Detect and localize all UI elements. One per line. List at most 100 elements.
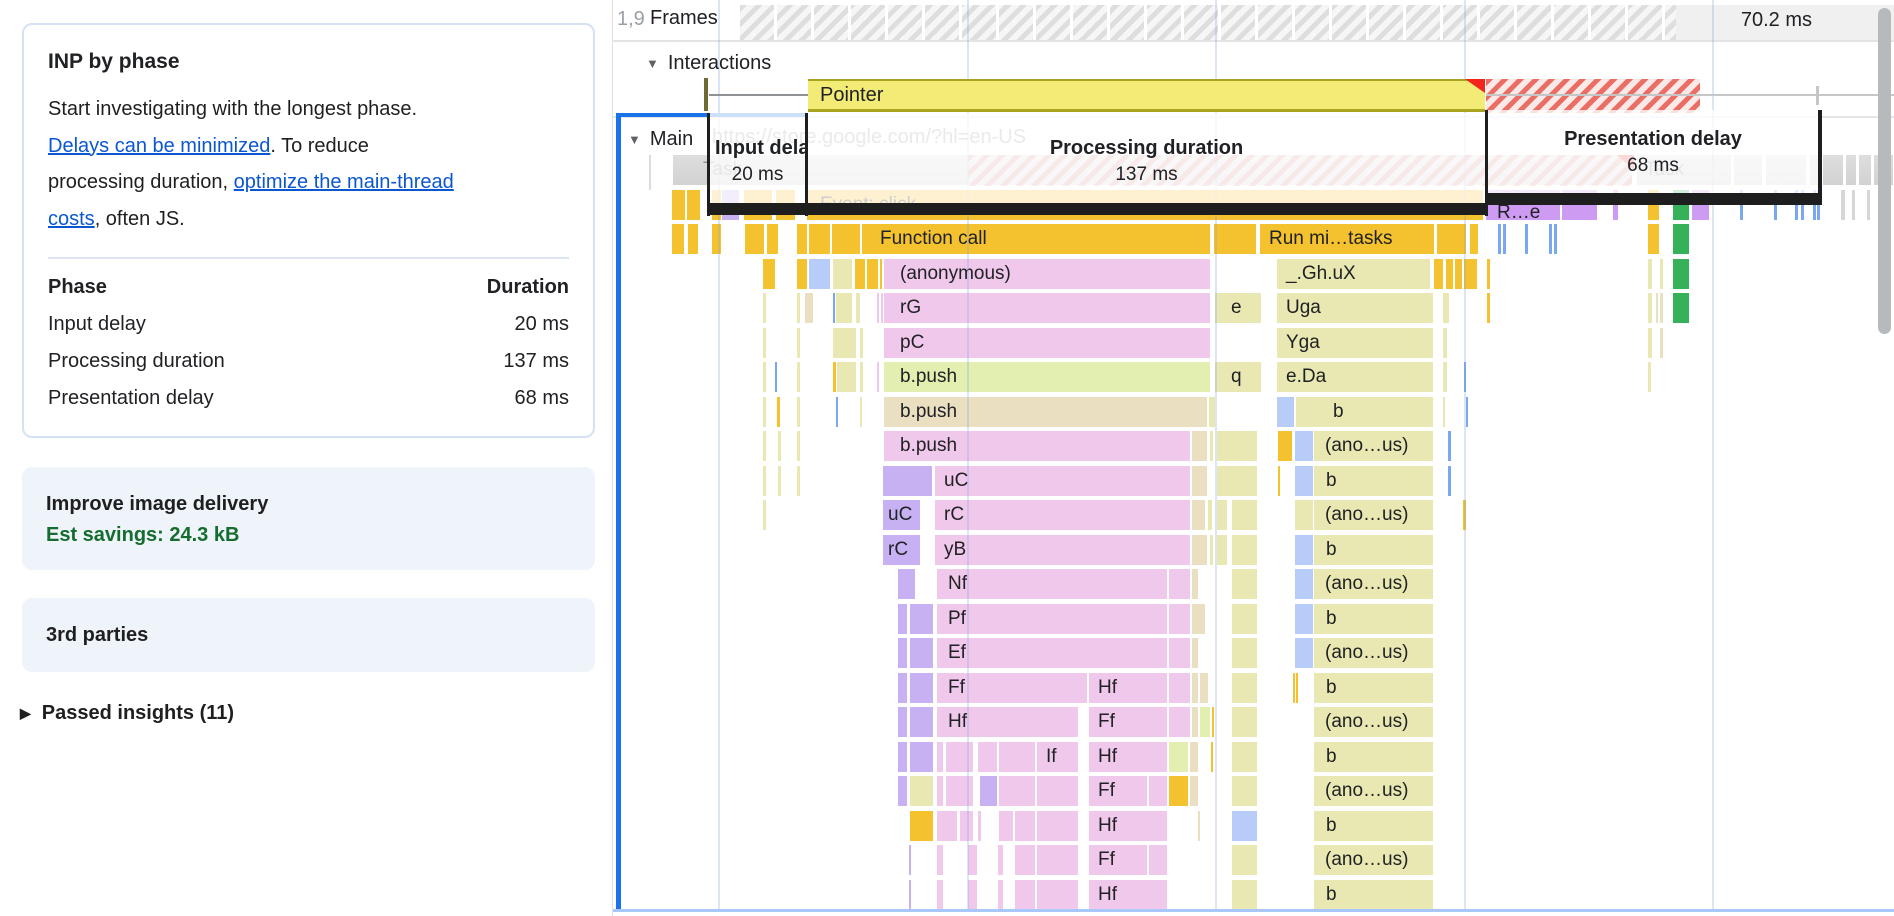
flame-bar[interactable] bbox=[797, 293, 800, 323]
flame-bar[interactable] bbox=[1015, 880, 1035, 910]
flame-bar[interactable] bbox=[1673, 293, 1689, 323]
flame-bar[interactable] bbox=[1434, 259, 1443, 289]
flame-bar-ef[interactable]: Ef bbox=[937, 638, 1167, 668]
flame-bar[interactable] bbox=[1464, 259, 1477, 289]
flame-bar[interactable] bbox=[763, 362, 766, 392]
flame-bar[interactable] bbox=[1740, 190, 1743, 220]
flame-bar[interactable] bbox=[937, 880, 943, 910]
flame-bar[interactable] bbox=[1648, 328, 1652, 358]
flame-bar[interactable] bbox=[898, 673, 907, 703]
flame-bar[interactable] bbox=[1232, 845, 1257, 875]
flame-bar[interactable] bbox=[1232, 569, 1257, 599]
flame-bar[interactable] bbox=[860, 362, 863, 392]
flame-bar[interactable] bbox=[775, 362, 777, 392]
flame-bar[interactable] bbox=[898, 707, 907, 737]
flame-bar[interactable] bbox=[1660, 293, 1663, 323]
flame-bar[interactable] bbox=[1210, 535, 1213, 565]
flame-bar[interactable] bbox=[860, 397, 862, 427]
flame-bar[interactable] bbox=[1466, 397, 1468, 427]
flame-bar[interactable] bbox=[867, 259, 878, 289]
flame-bar[interactable] bbox=[1200, 707, 1210, 737]
flame-bar-q[interactable]: q bbox=[1215, 362, 1261, 392]
flame-bar-b[interactable]: b bbox=[1296, 397, 1433, 427]
flame-bar[interactable] bbox=[978, 742, 997, 772]
flame-bar[interactable] bbox=[898, 776, 907, 806]
flame-bar[interactable] bbox=[1232, 707, 1257, 737]
flame-bar[interactable] bbox=[1232, 500, 1257, 530]
flame-bar[interactable] bbox=[672, 190, 685, 220]
flame-bar[interactable] bbox=[1295, 604, 1313, 634]
flame-bar[interactable] bbox=[1455, 259, 1462, 289]
flame-bar[interactable] bbox=[797, 466, 800, 496]
flame-bar[interactable] bbox=[898, 604, 907, 634]
flame-bar[interactable] bbox=[910, 811, 933, 841]
flame-bar[interactable] bbox=[1293, 673, 1295, 703]
flame-bar[interactable] bbox=[1232, 604, 1257, 634]
flame-bar[interactable] bbox=[1169, 638, 1190, 668]
flame-bar[interactable] bbox=[1801, 190, 1804, 220]
flame-bar[interactable] bbox=[1841, 190, 1845, 220]
vertical-scrollbar-thumb[interactable] bbox=[1878, 8, 1891, 334]
flame-bar[interactable] bbox=[833, 259, 852, 289]
flame-bar[interactable] bbox=[763, 293, 766, 323]
flame-bar--anonymous-[interactable]: (anonymous) bbox=[884, 259, 1210, 289]
flame-bar[interactable] bbox=[1448, 431, 1451, 461]
flame-bar[interactable] bbox=[1648, 259, 1652, 289]
flame-bar[interactable] bbox=[809, 259, 830, 289]
flame-bar[interactable] bbox=[960, 811, 973, 841]
flame-bar[interactable] bbox=[1210, 431, 1213, 461]
flame-bar[interactable] bbox=[1217, 500, 1227, 530]
flame-bar[interactable] bbox=[998, 845, 1003, 875]
flame-bar[interactable] bbox=[855, 259, 865, 289]
flame-bar[interactable] bbox=[1232, 638, 1257, 668]
flame-bar[interactable] bbox=[778, 431, 781, 461]
flame-bar[interactable] bbox=[1867, 190, 1870, 220]
flame-bar[interactable] bbox=[1278, 431, 1292, 461]
flame-bar-b[interactable]: b bbox=[1314, 673, 1433, 703]
flame-bar-uga[interactable]: Uga bbox=[1277, 293, 1433, 323]
flame-bar[interactable] bbox=[745, 224, 764, 254]
flame-bar[interactable] bbox=[856, 293, 860, 323]
main-track-header[interactable]: ▼ Main bbox=[628, 127, 693, 151]
flame-bar[interactable] bbox=[832, 224, 860, 254]
flame-bar[interactable] bbox=[777, 397, 780, 427]
flame-bar-b[interactable]: b bbox=[1314, 880, 1433, 910]
flame-bar[interactable] bbox=[1232, 880, 1257, 910]
interactions-track-header[interactable]: ▼ Interactions bbox=[646, 50, 771, 76]
flame-bar[interactable] bbox=[763, 431, 766, 461]
flame-bar[interactable] bbox=[1648, 362, 1651, 392]
flame-bar[interactable] bbox=[1852, 190, 1855, 220]
flame-bar[interactable] bbox=[999, 742, 1035, 772]
flame-bar[interactable] bbox=[978, 811, 981, 841]
flame-bar[interactable] bbox=[797, 431, 800, 461]
flame-bar[interactable] bbox=[898, 742, 907, 772]
flame-bar[interactable] bbox=[1813, 190, 1816, 220]
flame-bar[interactable] bbox=[836, 397, 838, 427]
flame-bar[interactable] bbox=[1656, 293, 1658, 323]
flame-bar-yga[interactable]: Yga bbox=[1277, 328, 1433, 358]
flame-bar--ano-us-[interactable]: (ano…us) bbox=[1314, 845, 1433, 875]
flame-bar[interactable] bbox=[1498, 224, 1501, 254]
flame-bar-b[interactable]: b bbox=[1314, 604, 1433, 634]
flame-bar-hf[interactable]: Hf bbox=[1089, 742, 1167, 772]
flame-bar[interactable] bbox=[1208, 500, 1212, 530]
flame-bar[interactable] bbox=[1295, 500, 1313, 530]
flame-bar-if[interactable]: If bbox=[1037, 742, 1078, 772]
flame-bar[interactable] bbox=[999, 776, 1035, 806]
flame-bar[interactable] bbox=[1217, 431, 1257, 461]
flame-bar[interactable] bbox=[1296, 673, 1298, 703]
flame-bar[interactable] bbox=[968, 880, 977, 910]
flame-bar--gh-ux[interactable]: _.Gh.uX bbox=[1277, 259, 1430, 289]
input-delay-overlay[interactable]: Input delay 20 ms bbox=[710, 113, 805, 203]
flame-bar-hf[interactable]: Hf bbox=[1089, 673, 1167, 703]
flame-bar[interactable] bbox=[1648, 224, 1659, 254]
flame-bar[interactable] bbox=[1443, 362, 1447, 392]
flame-bar[interactable] bbox=[1648, 190, 1659, 220]
flame-bar-b-push[interactable]: b.push bbox=[884, 397, 1207, 427]
flame-bar[interactable] bbox=[833, 328, 856, 358]
flame-bar-e[interactable]: e bbox=[1215, 293, 1261, 323]
flame-bar[interactable] bbox=[1169, 776, 1188, 806]
flame-bar[interactable] bbox=[1464, 362, 1466, 392]
flame-bar--ano-us-[interactable]: (ano…us) bbox=[1314, 500, 1433, 530]
flame-bar[interactable] bbox=[763, 328, 766, 358]
